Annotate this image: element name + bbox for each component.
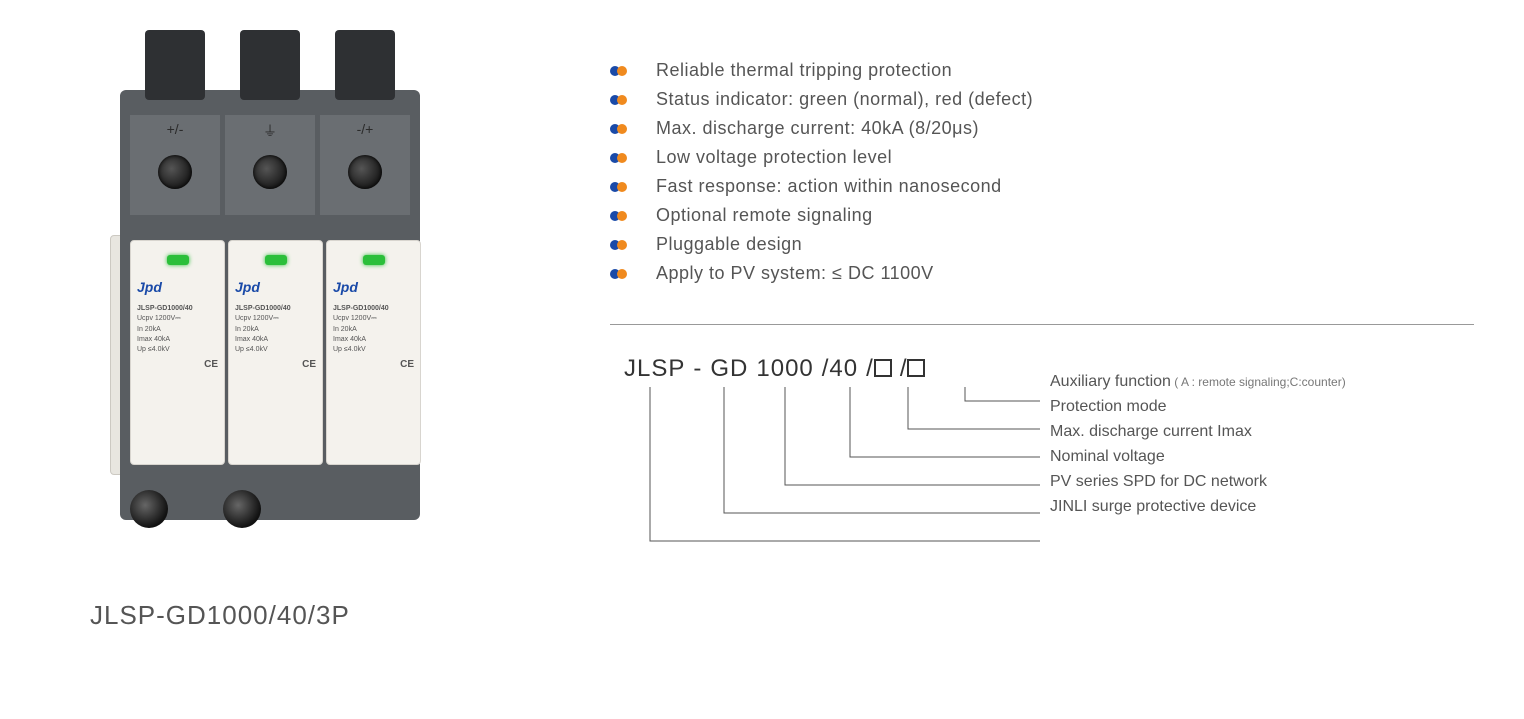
placeholder-box-icon: [907, 359, 925, 377]
feature-item: Status indicator: green (normal), red (d…: [610, 89, 1474, 110]
bullet-icon: [610, 124, 634, 134]
module-spec: Imax 40kA: [333, 336, 414, 343]
feature-text: Status indicator: green (normal), red (d…: [656, 89, 1033, 110]
brand-logo: Jpd: [235, 279, 316, 295]
module-spec: Up ≤4.0kV: [235, 346, 316, 353]
legend-row: Max. discharge current Imax: [1050, 423, 1346, 441]
screw-icon: [158, 155, 192, 189]
order-code-diagram: JLSP-GD 1000/40// Auxiliary function ( A…: [610, 355, 1474, 615]
code-segment: /: [862, 355, 896, 383]
bullet-icon: [610, 66, 634, 76]
plug-module: Jpd JLSP-GD1000/40 Ucpv 1200V⎓ In 20kA I…: [326, 240, 421, 465]
feature-item: Pluggable design: [610, 234, 1474, 255]
code-segment: JLSP: [620, 355, 689, 383]
feature-text: Optional remote signaling: [656, 205, 873, 226]
status-indicator-icon: [363, 255, 385, 265]
feature-item: Low voltage protection level: [610, 147, 1474, 168]
bullet-icon: [610, 240, 634, 250]
ce-mark: CE: [333, 359, 414, 370]
code-segment: GD: [706, 355, 752, 383]
legend-text: Nominal voltage: [1050, 448, 1165, 465]
legend-text: Protection mode: [1050, 398, 1167, 415]
feature-list: Reliable thermal tripping protection Stat…: [610, 60, 1474, 284]
feature-item: Max. discharge current: 40kA (8/20μs): [610, 118, 1474, 139]
bullet-icon: [610, 269, 634, 279]
bullet-icon: [610, 182, 634, 192]
terminal-symbol: +/-: [130, 115, 220, 137]
divider: [610, 324, 1474, 325]
legend-text: Auxiliary function: [1050, 373, 1171, 390]
terminal-symbol: ⏚: [225, 115, 315, 141]
module-model: JLSP-GD1000/40: [137, 305, 218, 312]
top-terminal: [145, 30, 205, 100]
module-spec: Ucpv 1200V⎓: [235, 315, 316, 323]
legend-row: Nominal voltage: [1050, 448, 1346, 466]
brand-logo: Jpd: [333, 279, 414, 295]
module-spec: In 20kA: [235, 326, 316, 333]
bottom-terminals: [130, 490, 261, 528]
product-caption: JLSP-GD1000/40/3P: [90, 600, 530, 631]
bullet-icon: [610, 153, 634, 163]
legend-row: JINLI surge protective device: [1050, 498, 1346, 516]
status-indicator-icon: [167, 255, 189, 265]
plug-module: Jpd JLSP-GD1000/40 Ucpv 1200V⎓ In 20kA I…: [228, 240, 323, 465]
page: +/- ⏚ -/+ Jpd JLSP-GD1000/40 Ucpv 1200V⎓…: [0, 0, 1524, 661]
top-terminal: [240, 30, 300, 100]
feature-text: Pluggable design: [656, 234, 802, 255]
code-segment: /: [896, 355, 930, 383]
terminal-symbol: -/+: [320, 115, 410, 137]
bullet-icon: [610, 211, 634, 221]
module-spec: Up ≤4.0kV: [137, 346, 218, 353]
bullet-icon: [610, 95, 634, 105]
product-column: +/- ⏚ -/+ Jpd JLSP-GD1000/40 Ucpv 1200V⎓…: [50, 30, 530, 631]
legend-text: PV series SPD for DC network: [1050, 473, 1267, 490]
legend-text: JINLI surge protective device: [1050, 498, 1256, 515]
feature-text: Low voltage protection level: [656, 147, 892, 168]
screw-icon: [223, 490, 261, 528]
feature-item: Apply to PV system: ≤ DC 1100V: [610, 263, 1474, 284]
product-image: +/- ⏚ -/+ Jpd JLSP-GD1000/40 Ucpv 1200V⎓…: [90, 30, 460, 570]
module-spec: Imax 40kA: [137, 336, 218, 343]
legend-row: PV series SPD for DC network: [1050, 473, 1346, 491]
top-terminal: [335, 30, 395, 100]
module-spec: In 20kA: [333, 326, 414, 333]
plug-module: Jpd JLSP-GD1000/40 Ucpv 1200V⎓ In 20kA I…: [130, 240, 225, 465]
terminal-block: -/+: [320, 115, 410, 215]
legend-subtext: ( A : remote signaling;C:counter): [1171, 375, 1346, 389]
brand-logo: Jpd: [137, 279, 218, 295]
code-segment: /40: [818, 355, 862, 383]
module-model: JLSP-GD1000/40: [333, 305, 414, 312]
feature-text: Reliable thermal tripping protection: [656, 60, 952, 81]
feature-item: Optional remote signaling: [610, 205, 1474, 226]
placeholder-box-icon: [874, 359, 892, 377]
legend-text: Max. discharge current Imax: [1050, 423, 1252, 440]
feature-text: Max. discharge current: 40kA (8/20μs): [656, 118, 979, 139]
module-spec: In 20kA: [137, 326, 218, 333]
code-segment: 1000: [752, 355, 817, 383]
bracket-lines-icon: [620, 385, 1050, 605]
ce-mark: CE: [235, 359, 316, 370]
screw-icon: [253, 155, 287, 189]
screw-icon: [130, 490, 168, 528]
legend-row: Auxiliary function ( A : remote signalin…: [1050, 373, 1346, 391]
terminal-block: +/-: [130, 115, 220, 215]
feature-item: Reliable thermal tripping protection: [610, 60, 1474, 81]
ce-mark: CE: [137, 359, 218, 370]
terminal-block: ⏚: [225, 115, 315, 215]
module-spec: Ucpv 1200V⎓: [333, 315, 414, 323]
feature-text: Fast response: action within nanosecond: [656, 176, 1002, 197]
code-segment: -: [689, 355, 706, 383]
feature-text: Apply to PV system: ≤ DC 1100V: [656, 263, 934, 284]
module-spec: Up ≤4.0kV: [333, 346, 414, 353]
feature-item: Fast response: action within nanosecond: [610, 176, 1474, 197]
module-spec: Imax 40kA: [235, 336, 316, 343]
order-code-legend: Auxiliary function ( A : remote signalin…: [1050, 373, 1346, 523]
order-code-text: JLSP-GD 1000/40//: [620, 355, 929, 383]
screw-icon: [348, 155, 382, 189]
details-column: Reliable thermal tripping protection Stat…: [610, 30, 1474, 631]
module-model: JLSP-GD1000/40: [235, 305, 316, 312]
module-spec: Ucpv 1200V⎓: [137, 315, 218, 323]
legend-row: Protection mode: [1050, 398, 1346, 416]
status-indicator-icon: [265, 255, 287, 265]
